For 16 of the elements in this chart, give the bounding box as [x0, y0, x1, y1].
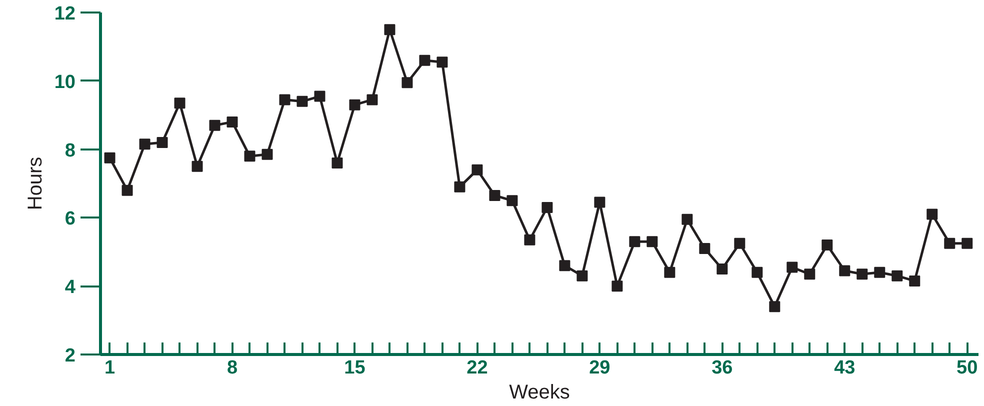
x-tick-label: 29: [589, 358, 610, 378]
y-tick-label: 12: [54, 4, 76, 24]
y-tick-label: 6: [64, 208, 76, 230]
x-tick-label: 43: [834, 358, 856, 378]
y-tick-label: 2: [64, 346, 76, 366]
y-tick-label: 10: [54, 72, 76, 93]
x-tick-label: 22: [466, 358, 488, 378]
x-tick-label: 50: [956, 358, 978, 378]
y-tick-label: 4: [64, 277, 76, 298]
y-axis-title: Hours: [24, 156, 46, 210]
x-axis-title: Weeks: [509, 382, 570, 404]
y-tick-label: 8: [64, 140, 76, 162]
x-tick-label: 15: [344, 358, 366, 378]
x-tick-label: 1: [104, 358, 116, 378]
x-tick-label: 36: [712, 358, 733, 378]
x-tick-label: 8: [226, 358, 238, 378]
